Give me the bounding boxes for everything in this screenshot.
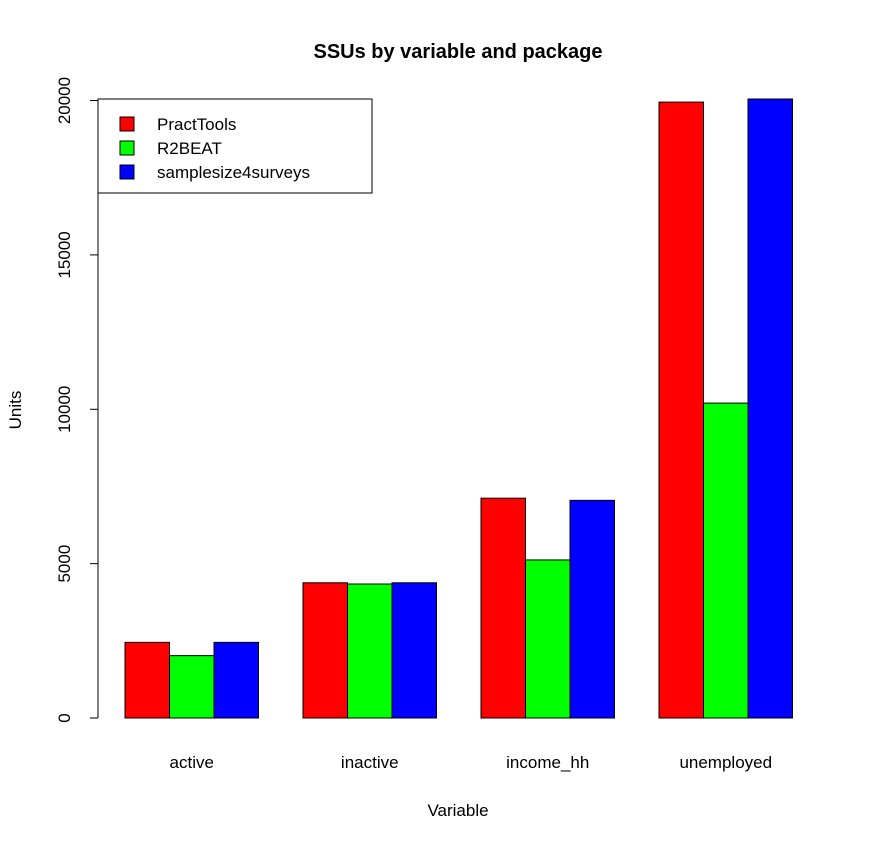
y-axis: 0 5000 10000 15000 20000	[55, 77, 99, 723]
bar-active-R2BEAT	[169, 655, 215, 719]
x-tick-label: inactive	[341, 753, 399, 772]
chart-title: SSUs by variable and package	[313, 41, 602, 63]
y-axis-title: Units	[6, 391, 25, 430]
x-tick-label: unemployed	[679, 753, 772, 772]
bar-inactive-samplesize4surveys	[391, 582, 437, 719]
legend-swatch-R2BEAT	[119, 140, 135, 156]
legend-label: R2BEAT	[157, 139, 222, 158]
bar-income_hh-R2BEAT	[525, 559, 571, 719]
x-tick-label: active	[170, 753, 214, 772]
x-tick-label: income_hh	[506, 753, 589, 772]
bar-unemployed-PractTools	[658, 101, 704, 719]
bar-active-samplesize4surveys	[213, 641, 259, 719]
bar-inactive-PractTools	[302, 582, 348, 719]
y-tick-label: 15000	[55, 231, 74, 278]
x-axis-title: Variable	[427, 801, 488, 820]
legend-label: samplesize4surveys	[157, 163, 310, 182]
bar-unemployed-R2BEAT	[703, 402, 749, 719]
legend-swatch-PractTools	[119, 116, 135, 132]
y-tick-label: 0	[55, 713, 74, 722]
legend-label: PractTools	[157, 115, 236, 134]
y-tick-label: 5000	[55, 545, 74, 583]
legend: PractTools R2BEAT samplesize4surveys	[97, 98, 373, 194]
bar-unemployed-samplesize4surveys	[747, 98, 793, 719]
y-tick-label: 10000	[55, 386, 74, 433]
legend-box	[97, 98, 373, 194]
legend-swatch-samplesize4surveys	[119, 164, 135, 180]
x-axis-labels: active inactive income_hh unemployed	[170, 753, 773, 772]
bars	[124, 98, 793, 719]
bar-active-PractTools	[124, 641, 170, 719]
bar-income_hh-samplesize4surveys	[569, 499, 615, 719]
y-tick-label: 20000	[55, 77, 74, 124]
bar-income_hh-PractTools	[480, 497, 526, 719]
bar-inactive-R2BEAT	[347, 583, 393, 719]
